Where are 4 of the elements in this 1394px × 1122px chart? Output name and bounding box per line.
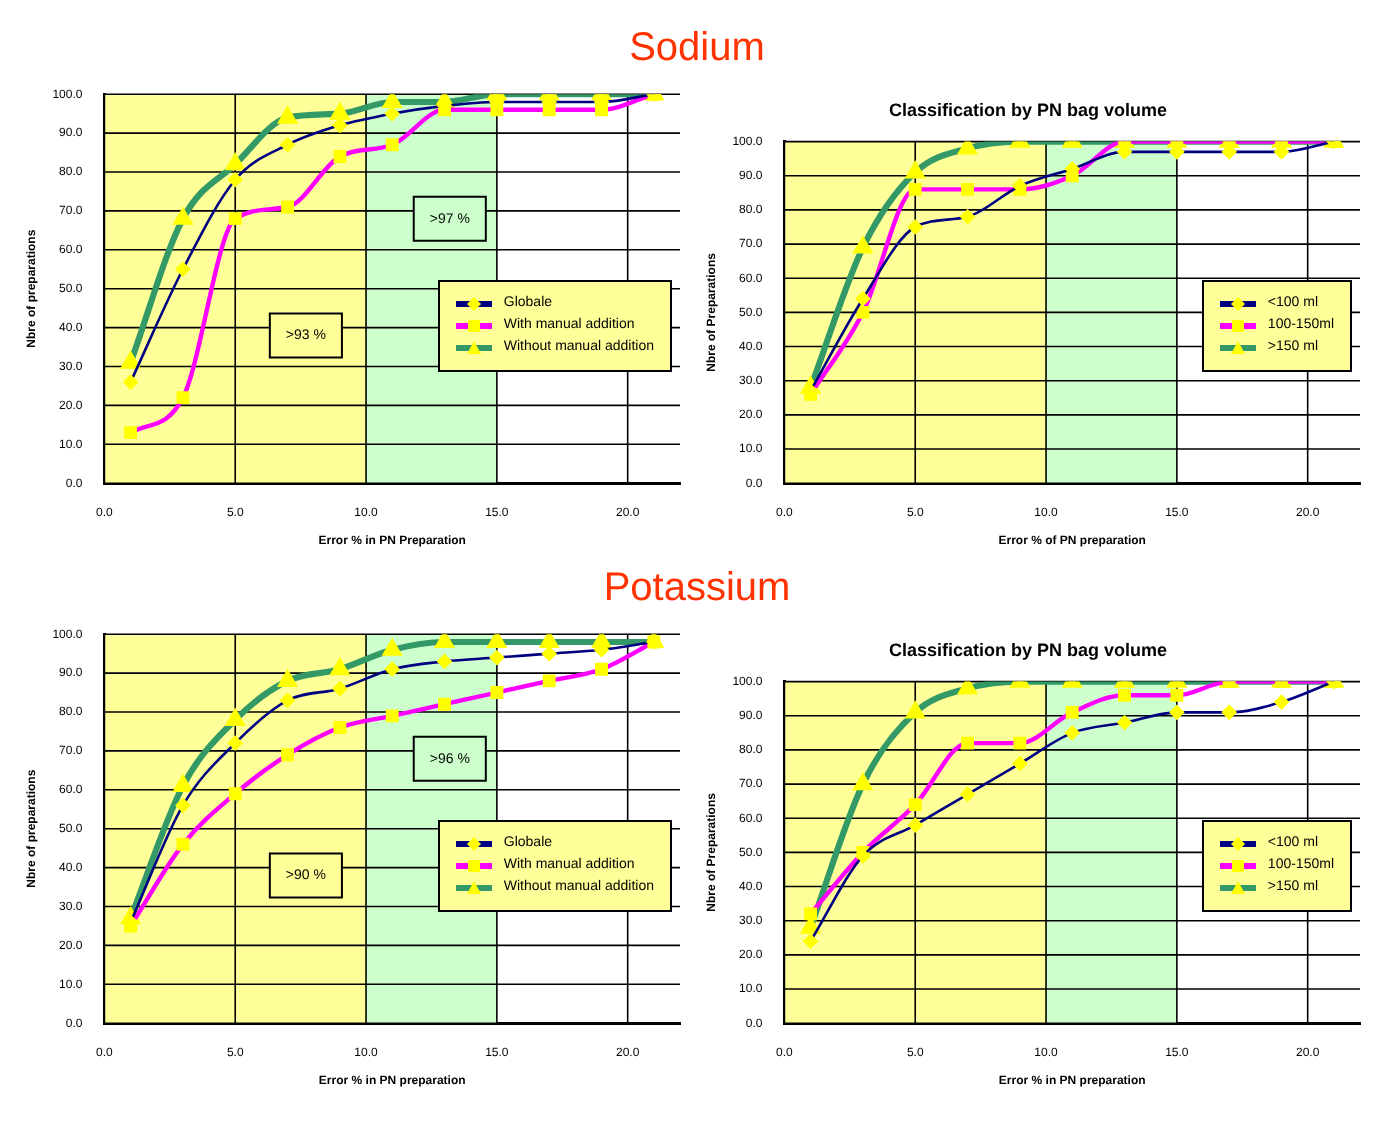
chart-title: Classification by PN bag volume — [888, 639, 1168, 660]
chart-title: Classification by PN bag volume — [888, 99, 1168, 120]
chart-title: Sodium — [627, 24, 767, 74]
chart-title: Potassium — [601, 564, 793, 614]
